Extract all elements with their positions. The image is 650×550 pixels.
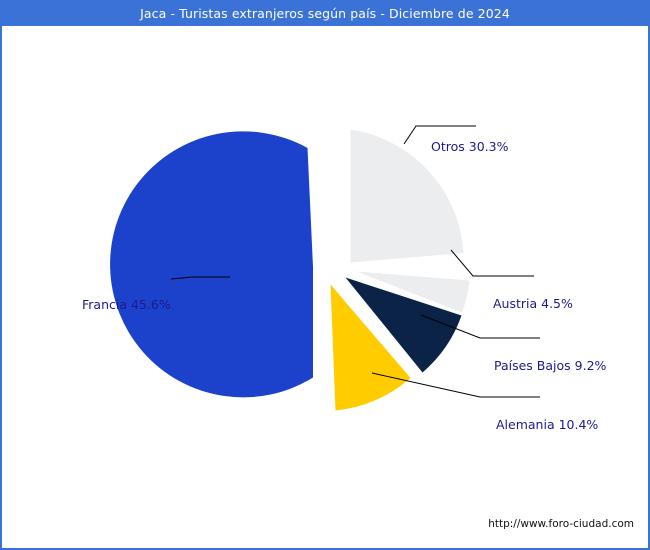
pie-label-otros: Otros 30.3% — [431, 139, 509, 154]
title-bar: Jaca - Turistas extranjeros según país -… — [2, 0, 648, 26]
leader-line-francia — [170, 276, 230, 280]
pie-chart-area: Otros 30.3% Austria 4.5% Países Bajos 9.… — [2, 26, 648, 546]
pie-label-francia: Francia 45.6% — [82, 297, 171, 312]
pie-slice-paises-bajos[interactable] — [345, 277, 462, 373]
pie-slice-otros[interactable] — [350, 129, 464, 263]
page-title: Jaca - Turistas extranjeros según país -… — [140, 5, 510, 21]
source-url: http://www.foro-ciudad.com — [488, 518, 634, 530]
pie-label-paises-bajos: Países Bajos 9.2% — [494, 358, 607, 373]
pie-chart-svg — [110, 125, 540, 411]
pie-slice-alemania[interactable] — [330, 284, 411, 411]
leader-line-paises-bajos — [420, 314, 540, 339]
leader-line-otros — [403, 125, 476, 145]
pie-slice-francia[interactable] — [110, 131, 313, 398]
pie-label-alemania: Alemania 10.4% — [496, 417, 599, 432]
leader-line-austria — [450, 249, 534, 277]
pie-label-austria: Austria 4.5% — [493, 296, 573, 311]
pie-slice-austria[interactable] — [356, 271, 470, 313]
leader-line-alemania — [371, 372, 540, 398]
